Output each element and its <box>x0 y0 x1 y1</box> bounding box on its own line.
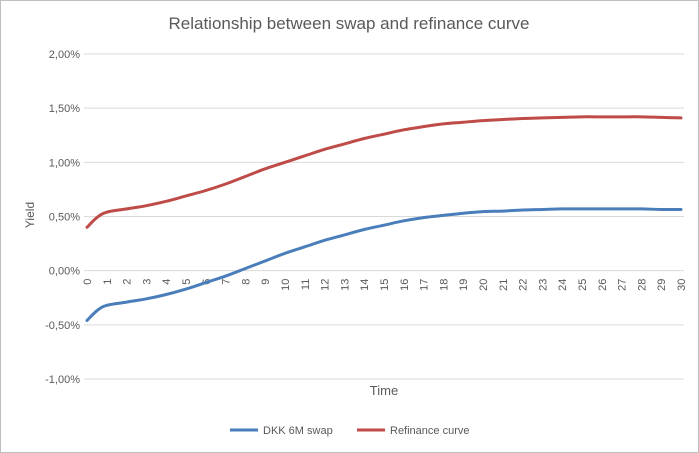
y-tick-label: -1,00% <box>45 374 80 386</box>
x-tick-label: 10 <box>280 279 292 291</box>
x-tick-label: 14 <box>359 279 371 291</box>
x-tick-label: 15 <box>379 279 391 291</box>
x-tick-label: 5 <box>181 279 193 285</box>
series-line-dkk-6m-swap <box>85 207 683 322</box>
y-tick-label: 2,00% <box>49 49 80 61</box>
x-tick-label: 4 <box>161 279 173 285</box>
y-tick-label: 0,00% <box>49 266 80 278</box>
x-tick-label: 9 <box>260 279 272 285</box>
x-tick-label: 17 <box>419 279 431 291</box>
x-tick-label: 28 <box>636 279 648 291</box>
x-tick-label: 25 <box>577 279 589 291</box>
x-tick-label: 3 <box>141 279 153 285</box>
x-tick-label: 27 <box>617 279 629 291</box>
x-tick-label: 11 <box>300 279 312 290</box>
x-tick-label: 18 <box>438 279 450 291</box>
x-tick-label: 8 <box>240 279 252 285</box>
y-tick-label: 1,00% <box>49 157 80 169</box>
x-tick-label: 26 <box>597 279 609 291</box>
x-tick-label: 2 <box>122 279 134 285</box>
legend-label: Refinance curve <box>390 425 470 437</box>
x-tick-label: 29 <box>656 279 668 291</box>
x-tick-label: 12 <box>320 279 332 291</box>
x-tick-label: 30 <box>676 279 688 291</box>
y-tick-label: 1,50% <box>49 103 80 115</box>
series-line-refinance-curve <box>85 115 683 229</box>
legend-label: DKK 6M swap <box>263 425 333 437</box>
x-tick-label: 7 <box>221 279 233 285</box>
chart-title: Relationship between swap and refinance … <box>168 14 529 33</box>
x-axis-label: Time <box>370 383 398 398</box>
x-tick-label: 22 <box>518 279 530 291</box>
x-tick-label: 24 <box>557 279 569 291</box>
y-tick-label: 0,50% <box>49 212 80 224</box>
x-tick-label: 19 <box>458 279 470 291</box>
y-tick-label: -0,50% <box>45 320 80 332</box>
y-axis-label: Yield <box>23 202 37 228</box>
x-tick-label: 1 <box>102 279 114 285</box>
x-tick-label: 23 <box>537 279 549 291</box>
x-tick-label: 20 <box>478 279 490 291</box>
x-tick-label: 21 <box>498 279 510 291</box>
x-tick-label: 13 <box>339 279 351 291</box>
x-tick-label: 0 <box>82 279 94 285</box>
x-tick-label: 16 <box>399 279 411 291</box>
